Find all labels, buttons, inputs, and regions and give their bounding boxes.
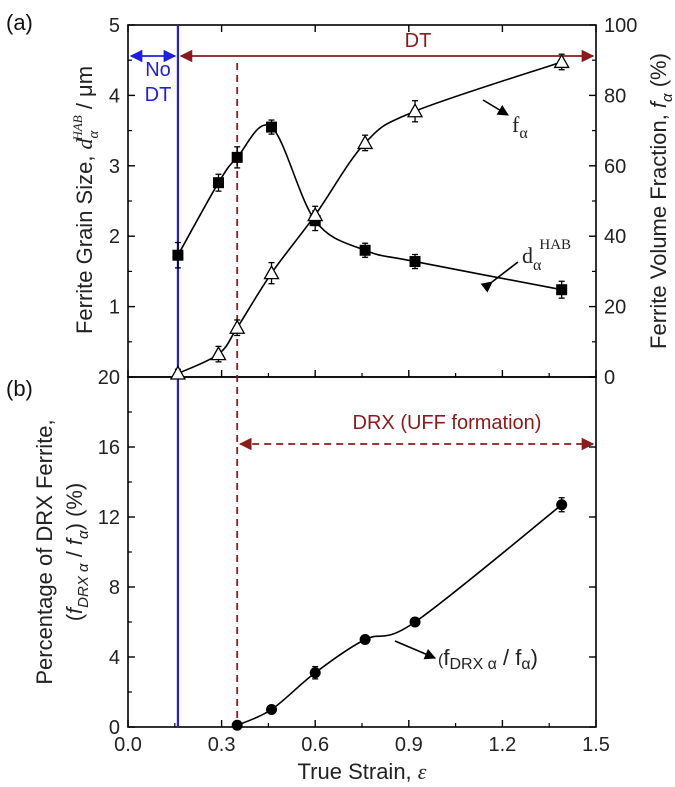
x-tick-label: 0.0 [114,734,142,756]
panel-a-label: (a) [6,10,33,35]
volume-fraction-point [406,102,424,118]
volume-fraction-curve [177,61,562,375]
drx-fraction-point [359,634,371,645]
plot-layer: 0.0 0.3 0.6 0.9 1.2 1.51234502040608010004812… [98,15,638,756]
dt-label: DT [405,30,432,52]
d-alpha-pointer-arrow [480,261,519,293]
volume-fraction-point [210,345,227,361]
grain-size-point [359,244,371,256]
drx-fraction-point [556,499,568,511]
drx-fraction-point [409,616,421,628]
panel-a-right-axis-label: Ferrite Volume Fraction, fα (%) [646,53,675,349]
x-axis-label: True Strain, ε [298,759,427,784]
panel-a-right-tick-label: 100 [604,15,637,37]
panel-b-y-tick-label: 8 [109,577,120,599]
panel-a-left-tick-label: 4 [109,85,120,107]
volume-fraction-point [169,365,187,380]
panel-a-right-tick-label: 40 [604,226,626,248]
panel-b-y-tick-label: 16 [98,437,120,459]
volume-fraction-point [553,53,570,69]
panel-b-y-axis-label-line2: (fDRX α / fα) (%) [62,483,92,622]
x-tick-label: 0.9 [395,734,423,756]
panel-a-right-tick-label: 80 [604,85,626,107]
drx-fraction-point [266,704,278,715]
panel-a-right-tick-label: 20 [604,297,626,319]
grain-size-point [231,151,243,163]
grain-size-point [409,256,421,268]
panel-a-left-tick-label: 5 [109,15,120,37]
panel-a-left-tick-label: 3 [109,156,120,178]
grain-size-curve [177,124,562,291]
x-tick-label: 1.2 [488,734,516,756]
panel-b-y-tick-label: 12 [98,507,120,529]
panel-b-y-tick-label: 4 [109,647,120,669]
f-alpha-series-label: fα [512,112,528,142]
grain-size-point [556,284,568,296]
panel-a-left-tick-label: 1 [109,297,120,319]
d-alpha-series-label: dαHAB [522,237,571,274]
grain-size-point [266,121,278,133]
f-alpha-pointer-arrow [482,99,509,116]
grain-size-point [212,177,224,189]
x-tick-label: 0.6 [301,734,329,756]
volume-fraction-point [229,319,246,334]
panel-a-frame [127,24,597,378]
grain-size-point [172,249,184,261]
panel-a-left-axis-label: Ferrite Grain Size, dαHAB / μm [70,66,102,334]
x-tick-label: 0.3 [208,734,236,756]
x-tick-label: 1.5 [582,734,610,756]
drx-series-label: (fDRX α / fα) [438,645,538,673]
volume-fraction-point [263,264,280,280]
drx-pointer-arrow [394,640,437,660]
panel-b-y-tick-label: 0 [109,717,120,739]
drx-fraction-point [309,667,321,679]
no-dt-label-line2: DT [145,84,172,106]
drx-fraction-curve [236,504,563,726]
volume-fraction-point [357,134,374,150]
no-dt-label-line1: No [145,59,171,81]
panel-b-y-axis-label-line1: Percentage of DRX Ferrite, [32,419,57,684]
panel-b-y-tick-label: 20 [98,367,120,389]
panel-b-label: (b) [6,376,33,401]
volume-fraction-point [307,206,324,222]
panel-a-right-tick-label: 0 [604,367,615,389]
panel-a-left-tick-label: 2 [109,226,120,248]
drx-label: DRX (UFF formation) [353,412,542,434]
drx-fraction-point [231,719,243,731]
panel-a-right-tick-label: 60 [604,156,626,178]
